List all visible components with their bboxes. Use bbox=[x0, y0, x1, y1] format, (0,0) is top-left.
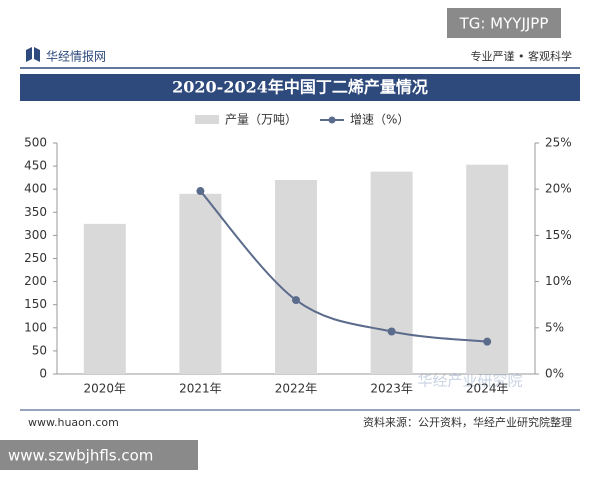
y-tick-label: 350 bbox=[24, 205, 47, 219]
y-tick-label: 500 bbox=[24, 136, 47, 150]
footer-site: www.huaon.com bbox=[28, 416, 119, 429]
y2-tick-label: 10% bbox=[545, 274, 572, 288]
y-tick-label: 300 bbox=[24, 228, 47, 242]
y-tick-label: 250 bbox=[24, 251, 47, 265]
bar bbox=[83, 223, 126, 374]
x-tick-label: 2020年 bbox=[84, 382, 127, 396]
x-tick-label: 2024年 bbox=[466, 382, 509, 396]
y2-tick-label: 0% bbox=[545, 367, 564, 381]
y2-tick-label: 20% bbox=[545, 182, 572, 196]
title-bar bbox=[20, 74, 580, 101]
legend-swatch bbox=[195, 115, 219, 124]
bar bbox=[370, 171, 413, 374]
legend-label: 产量（万吨） bbox=[225, 113, 297, 127]
y-tick-label: 0 bbox=[39, 367, 47, 381]
plot: 0 50 100 150 200 250 300 350 400 450 500 0% 5% 10% 15%… bbox=[24, 113, 572, 396]
y-tick-label: 400 bbox=[24, 182, 47, 196]
y2-tick-label: 25% bbox=[545, 136, 572, 150]
line-point bbox=[292, 296, 300, 305]
line bbox=[199, 190, 488, 343]
x-tick-label: 2021年 bbox=[179, 382, 222, 396]
chart-title: 2020-2024年中国丁二烯产量情况 bbox=[172, 78, 428, 97]
logo-icon bbox=[26, 47, 40, 62]
y-tick-label: 100 bbox=[24, 320, 47, 334]
watermark: 华经产业研究院 bbox=[417, 372, 522, 390]
legend-label: 增速（%） bbox=[350, 113, 409, 127]
logo: 华经情报网 bbox=[46, 49, 106, 64]
overlay-site-box bbox=[0, 440, 198, 470]
bar bbox=[275, 179, 317, 374]
overlay-tag: TG: MYYJJPP bbox=[459, 15, 549, 33]
footer-source: 资料来源：公开资料，华经产业研究院整理 bbox=[363, 415, 572, 429]
y-tick-label: 200 bbox=[24, 274, 47, 288]
y-tick-label: 450 bbox=[24, 159, 47, 173]
y2-tick-label: 5% bbox=[545, 320, 564, 334]
line-point bbox=[483, 337, 492, 346]
slogan: 专业严谨 • 客观科学 bbox=[471, 49, 572, 63]
y2-tick-label: 15% bbox=[545, 228, 572, 242]
bar bbox=[179, 193, 222, 374]
x-tick-label: 2023年 bbox=[370, 382, 413, 396]
legend-swatch bbox=[328, 116, 336, 124]
line-point bbox=[387, 327, 396, 336]
x-tick-label: 2022年 bbox=[275, 382, 318, 396]
overlay-tag-box bbox=[447, 8, 561, 38]
line-point bbox=[196, 187, 205, 196]
y-tick-label: 50 bbox=[32, 343, 47, 357]
overlay-site: www.szwbjhfls.com bbox=[8, 447, 153, 465]
y-tick-label: 150 bbox=[24, 297, 47, 311]
